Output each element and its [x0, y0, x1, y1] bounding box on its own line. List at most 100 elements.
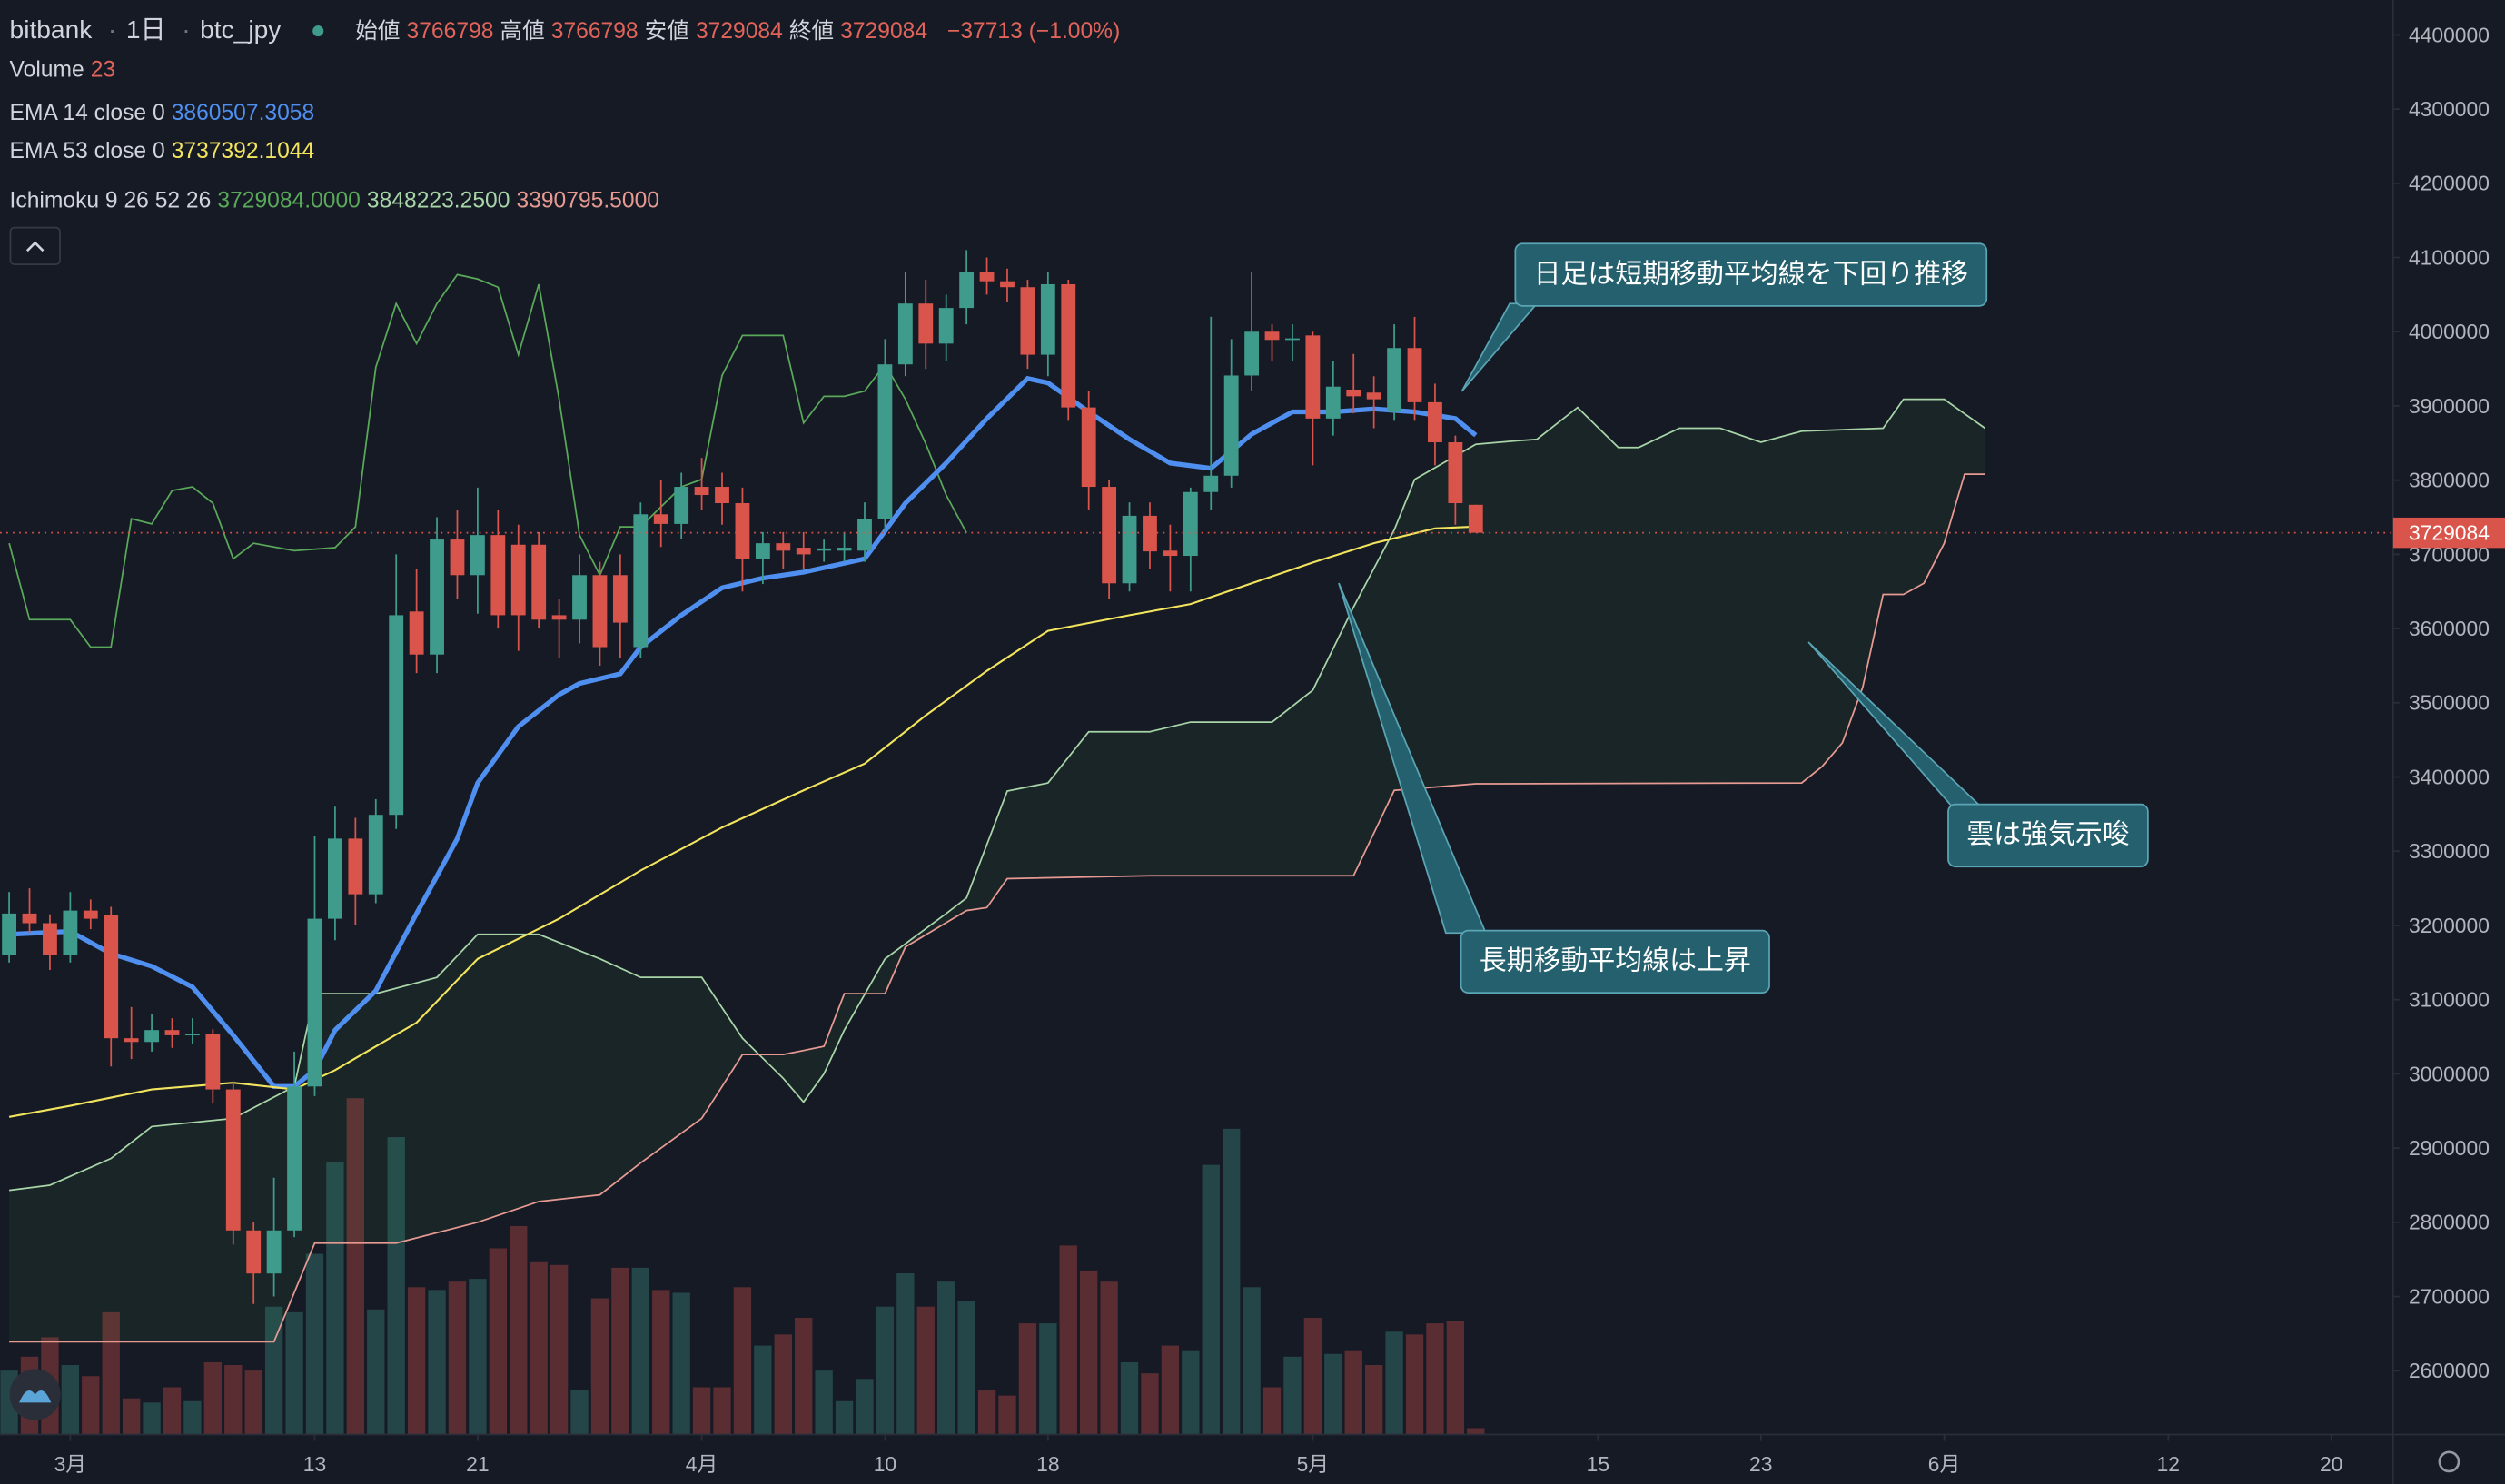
volume-bar — [510, 1225, 528, 1435]
volume-bar — [326, 1162, 344, 1435]
x-tick-label: 23 — [1749, 1452, 1772, 1476]
x-tick-label: 13 — [303, 1452, 326, 1476]
volume-legend: Volume 23 — [10, 56, 123, 82]
candle-body — [124, 1038, 139, 1043]
volume-bar — [1344, 1350, 1362, 1435]
candle-body — [918, 303, 934, 344]
volume-bar — [530, 1261, 548, 1435]
exchange: bitbank — [9, 17, 93, 45]
candle-body — [1143, 515, 1157, 552]
candle-layer — [2, 250, 1483, 1304]
candle-body — [246, 1230, 262, 1274]
volume-bar — [346, 1098, 365, 1435]
x-tick-label: 10 — [874, 1452, 896, 1476]
candle-body — [1366, 392, 1381, 400]
ohlc-label: 終値 — [788, 17, 835, 44]
candle-body — [348, 838, 363, 895]
x-tick-label: 15 — [1587, 1452, 1609, 1476]
candle-body — [1203, 475, 1219, 492]
volume-bar — [1324, 1353, 1342, 1435]
annotation: 日足は短期移動平均線を下回り推移 — [1514, 242, 1988, 307]
settings-icon[interactable] — [2438, 1450, 2460, 1473]
volume-bar — [1120, 1361, 1139, 1435]
ema-legend: EMA 14 close 0 3860507.3058 EMA 53 close 0… — [10, 99, 322, 175]
candle-body — [287, 1086, 302, 1231]
candle-body — [796, 548, 811, 555]
interval: 1日 — [98, 17, 165, 45]
volume-bar — [1141, 1373, 1159, 1435]
ohlc-value: 3729084 — [695, 17, 783, 44]
volume-bar — [61, 1365, 80, 1435]
volume-bar — [244, 1370, 262, 1435]
collapse-button[interactable] — [9, 226, 61, 265]
y-tick-label: 3100000 — [2409, 988, 2490, 1012]
legend-value: 3737392.1044 — [171, 137, 315, 163]
candle-body — [592, 575, 608, 648]
volume-bar — [672, 1292, 690, 1435]
volume-bar — [937, 1281, 955, 1435]
volume-bar — [224, 1365, 243, 1435]
volume-bar — [713, 1387, 731, 1435]
y-tick-label: 4400000 — [2409, 23, 2490, 46]
candle-body — [450, 539, 465, 576]
volume-bar — [896, 1273, 915, 1435]
volume-bar — [1364, 1365, 1383, 1435]
volume-bar — [387, 1137, 405, 1435]
volume-bar — [876, 1306, 895, 1435]
volume-bar — [652, 1290, 670, 1435]
price-label: 3729084 — [2409, 521, 2490, 545]
volume-bar — [82, 1376, 100, 1435]
volume-bar — [122, 1398, 141, 1435]
candle-body — [1407, 348, 1422, 402]
axis-layer: 2600000 2700000 2800000 2900000 3000000 31000… — [0, 23, 2505, 1476]
y-tick-label: 3500000 — [2409, 691, 2490, 715]
volume-bar — [856, 1379, 874, 1435]
legend-name: EMA 53 close 0 — [9, 137, 165, 163]
volume-bar — [1100, 1281, 1118, 1435]
candle-body — [857, 519, 872, 551]
volume-bar — [1059, 1245, 1077, 1435]
volume-bar — [102, 1311, 120, 1435]
volume-bar — [550, 1264, 569, 1435]
candle-body — [144, 1030, 159, 1043]
legend-value: 3390795.5000 — [516, 186, 659, 213]
ohlc-value: 3766798 — [550, 17, 639, 44]
y-tick-label: 2600000 — [2409, 1359, 2490, 1382]
volume-bar — [692, 1387, 711, 1435]
volume-bar — [1283, 1356, 1302, 1435]
candle-body — [1448, 442, 1463, 504]
candle-body — [1020, 287, 1035, 355]
volume-bar — [469, 1279, 487, 1435]
cloud-layer — [9, 399, 1985, 1342]
volume-bar — [1426, 1323, 1444, 1435]
legend-value: 3860507.3058 — [171, 99, 315, 125]
y-tick-label: 3800000 — [2409, 469, 2490, 492]
candle-body — [104, 915, 119, 1039]
volume-layer — [0, 1098, 1485, 1435]
ichimoku-legend: Ichimoku 9 26 52 26 3729084.0000 3848223.2… — [10, 187, 666, 213]
candle-body — [1428, 401, 1442, 443]
candle-body — [1102, 487, 1117, 584]
volume-bar — [428, 1290, 446, 1435]
legend-value: 3848223.2500 — [366, 186, 510, 213]
candle-body — [551, 615, 567, 620]
candle-body — [694, 487, 709, 496]
symbol: btc_jpy — [173, 17, 282, 45]
volume-bar — [285, 1311, 303, 1435]
volume-bar — [774, 1334, 792, 1435]
candle-body — [653, 514, 668, 524]
ohlc-label: 高値 — [500, 17, 545, 44]
volume-bar — [1161, 1345, 1180, 1435]
candle-body — [1285, 338, 1300, 341]
candle-body — [1223, 375, 1239, 476]
volume-bar — [977, 1390, 996, 1435]
candle-body — [776, 543, 791, 551]
candle-body — [470, 535, 485, 576]
y-tick-label: 4100000 — [2409, 245, 2490, 269]
change: −37713 (−1.00%) — [946, 17, 1121, 44]
volume-bar — [1467, 1428, 1485, 1435]
x-tick-label: 21 — [466, 1452, 489, 1476]
x-tick-label: 4月 — [686, 1452, 718, 1476]
candle-body — [389, 615, 404, 816]
